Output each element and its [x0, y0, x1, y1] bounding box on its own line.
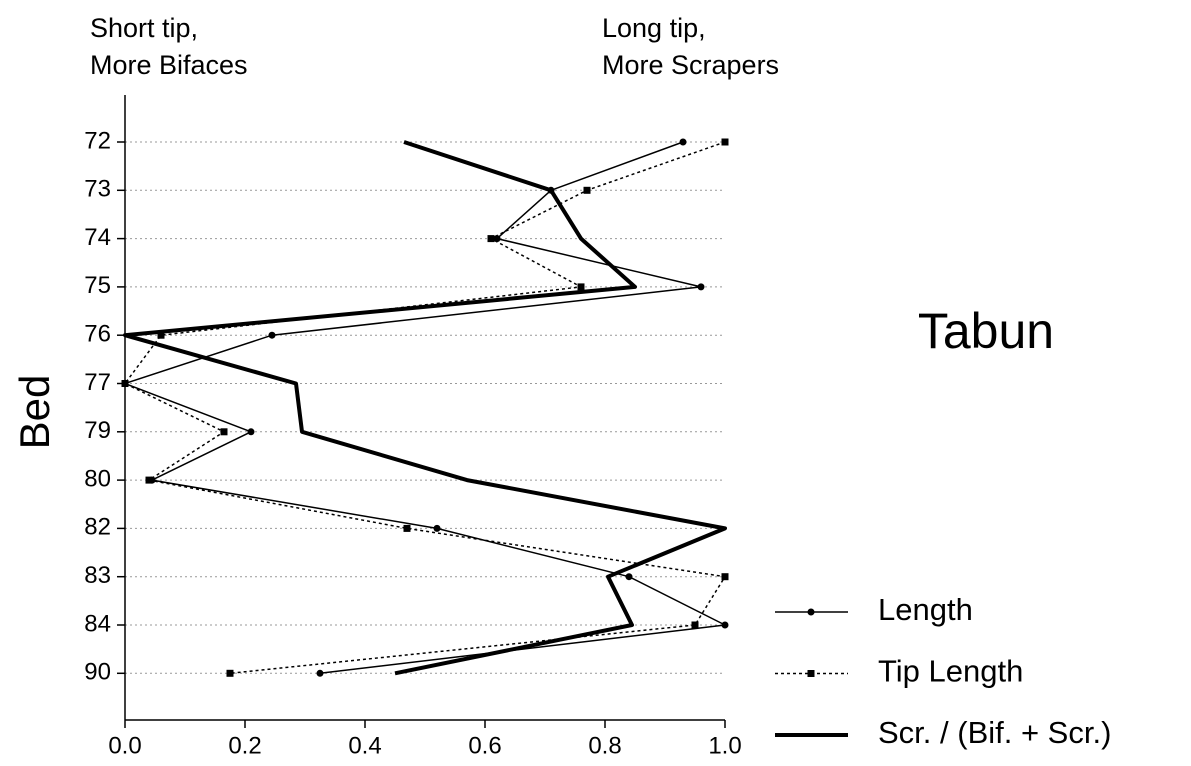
point: [583, 186, 591, 194]
annotation: More Bifaces: [90, 50, 248, 80]
annotation: Long tip,: [602, 13, 706, 43]
annotation: Short tip,: [90, 13, 198, 43]
y-tick-label: 73: [84, 176, 111, 203]
point: [157, 331, 165, 339]
legend-label: Length: [878, 592, 973, 627]
y-tick-label: 76: [84, 321, 111, 348]
x-tick-label: 1.0: [708, 732, 741, 759]
series-line: [124, 141, 726, 675]
y-tick-label: 84: [84, 610, 111, 637]
legend-marker: [807, 670, 815, 677]
annotation: More Scrapers: [602, 50, 779, 80]
y-tick-label: 79: [84, 417, 111, 444]
y-tick-label: 77: [84, 369, 111, 396]
x-tick-label: 0.0: [108, 732, 141, 759]
point: [247, 428, 255, 436]
point: [679, 138, 687, 146]
point: [145, 476, 153, 484]
point: [403, 524, 411, 532]
legend-marker: [807, 608, 815, 616]
y-tick-label: 90: [84, 659, 111, 686]
series-line: [124, 141, 726, 675]
point: [487, 235, 495, 243]
y-tick-label: 74: [84, 224, 111, 251]
point: [691, 621, 699, 629]
y-tick-label: 80: [84, 465, 111, 492]
y-tick-label: 82: [84, 514, 111, 541]
x-tick-label: 0.6: [468, 732, 501, 759]
point: [721, 138, 729, 146]
annotation: Tabun: [918, 303, 1054, 359]
point: [577, 283, 585, 291]
y-tick-label: 72: [84, 127, 111, 154]
point: [721, 621, 729, 629]
y-tick-label: 83: [84, 562, 111, 589]
legend-label: Scr. / (Bif. + Scr.): [878, 715, 1111, 750]
x-tick-label: 0.4: [348, 732, 381, 759]
point: [220, 428, 228, 436]
y-axis-label: Bed: [11, 375, 58, 450]
point: [268, 331, 276, 339]
point: [697, 283, 705, 291]
legend-label: Tip Length: [878, 654, 1023, 689]
x-tick-label: 0.2: [228, 732, 261, 759]
y-tick-label: 75: [84, 272, 111, 299]
point: [316, 669, 324, 677]
point: [625, 573, 633, 581]
x-tick-label: 0.8: [588, 732, 621, 759]
point: [121, 380, 129, 387]
point: [721, 573, 729, 581]
point: [226, 669, 234, 677]
point: [433, 524, 441, 532]
series-line: [123, 140, 727, 676]
